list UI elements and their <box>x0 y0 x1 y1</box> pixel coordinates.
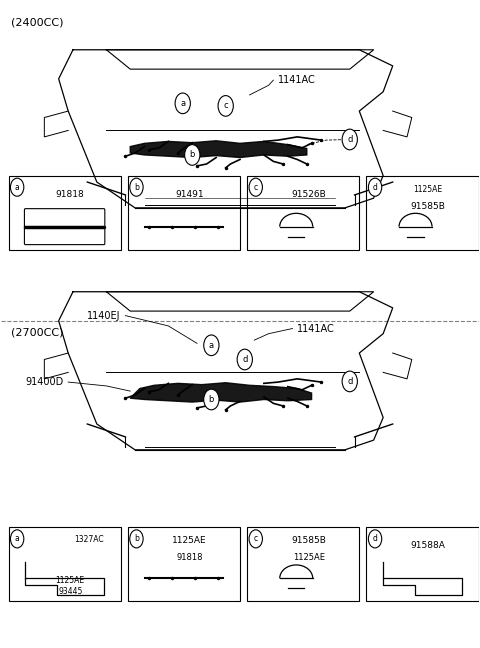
Circle shape <box>11 530 24 548</box>
Circle shape <box>130 178 143 196</box>
Text: 91588A: 91588A <box>411 541 445 550</box>
Circle shape <box>368 178 382 196</box>
FancyBboxPatch shape <box>366 527 479 601</box>
Text: a: a <box>180 99 185 108</box>
Text: 91818: 91818 <box>56 190 84 199</box>
Text: 91526B: 91526B <box>291 190 326 199</box>
Text: 91400D: 91400D <box>25 377 63 387</box>
Text: b: b <box>134 535 139 544</box>
Text: c: c <box>254 183 258 192</box>
Text: b: b <box>190 150 195 159</box>
Circle shape <box>175 93 191 113</box>
Text: 91585B: 91585B <box>291 536 326 545</box>
FancyBboxPatch shape <box>9 527 120 601</box>
Text: 1327AC: 1327AC <box>74 535 104 544</box>
FancyBboxPatch shape <box>247 527 360 601</box>
Circle shape <box>342 129 358 150</box>
Text: (2400CC): (2400CC) <box>11 17 63 27</box>
Circle shape <box>204 335 219 356</box>
Text: d: d <box>242 355 248 364</box>
Text: b: b <box>134 183 139 192</box>
Circle shape <box>185 145 200 165</box>
Circle shape <box>130 530 143 548</box>
Text: 91585B: 91585B <box>411 202 445 211</box>
Text: 1141AC: 1141AC <box>297 323 335 334</box>
Text: a: a <box>15 183 20 192</box>
Circle shape <box>11 178 24 196</box>
Text: 1140EJ: 1140EJ <box>87 310 120 321</box>
Text: 91818: 91818 <box>176 553 203 562</box>
Text: 1125AE: 1125AE <box>293 553 325 562</box>
FancyBboxPatch shape <box>128 176 240 249</box>
Text: 1125AE: 1125AE <box>56 576 85 585</box>
FancyBboxPatch shape <box>24 209 105 245</box>
Circle shape <box>368 530 382 548</box>
FancyBboxPatch shape <box>9 176 120 249</box>
Text: (2700CC): (2700CC) <box>11 327 63 337</box>
Text: 1141AC: 1141AC <box>278 75 316 85</box>
Circle shape <box>249 530 263 548</box>
Text: 93445: 93445 <box>58 586 83 596</box>
Text: a: a <box>209 341 214 350</box>
Circle shape <box>342 371 358 392</box>
Text: a: a <box>15 535 20 544</box>
Text: d: d <box>372 535 377 544</box>
Text: c: c <box>223 102 228 110</box>
Text: d: d <box>347 135 352 144</box>
Polygon shape <box>130 141 307 157</box>
Text: d: d <box>347 377 352 386</box>
Circle shape <box>249 178 263 196</box>
FancyBboxPatch shape <box>128 527 240 601</box>
Circle shape <box>218 96 233 116</box>
Text: 91491: 91491 <box>175 190 204 199</box>
Text: 1125AE: 1125AE <box>172 536 207 545</box>
Polygon shape <box>130 383 312 402</box>
Text: d: d <box>372 183 377 192</box>
Text: 1125AE: 1125AE <box>414 185 443 194</box>
FancyBboxPatch shape <box>366 176 479 249</box>
Circle shape <box>237 349 252 370</box>
Text: b: b <box>209 395 214 404</box>
Text: c: c <box>254 535 258 544</box>
FancyBboxPatch shape <box>247 176 360 249</box>
Circle shape <box>204 389 219 410</box>
